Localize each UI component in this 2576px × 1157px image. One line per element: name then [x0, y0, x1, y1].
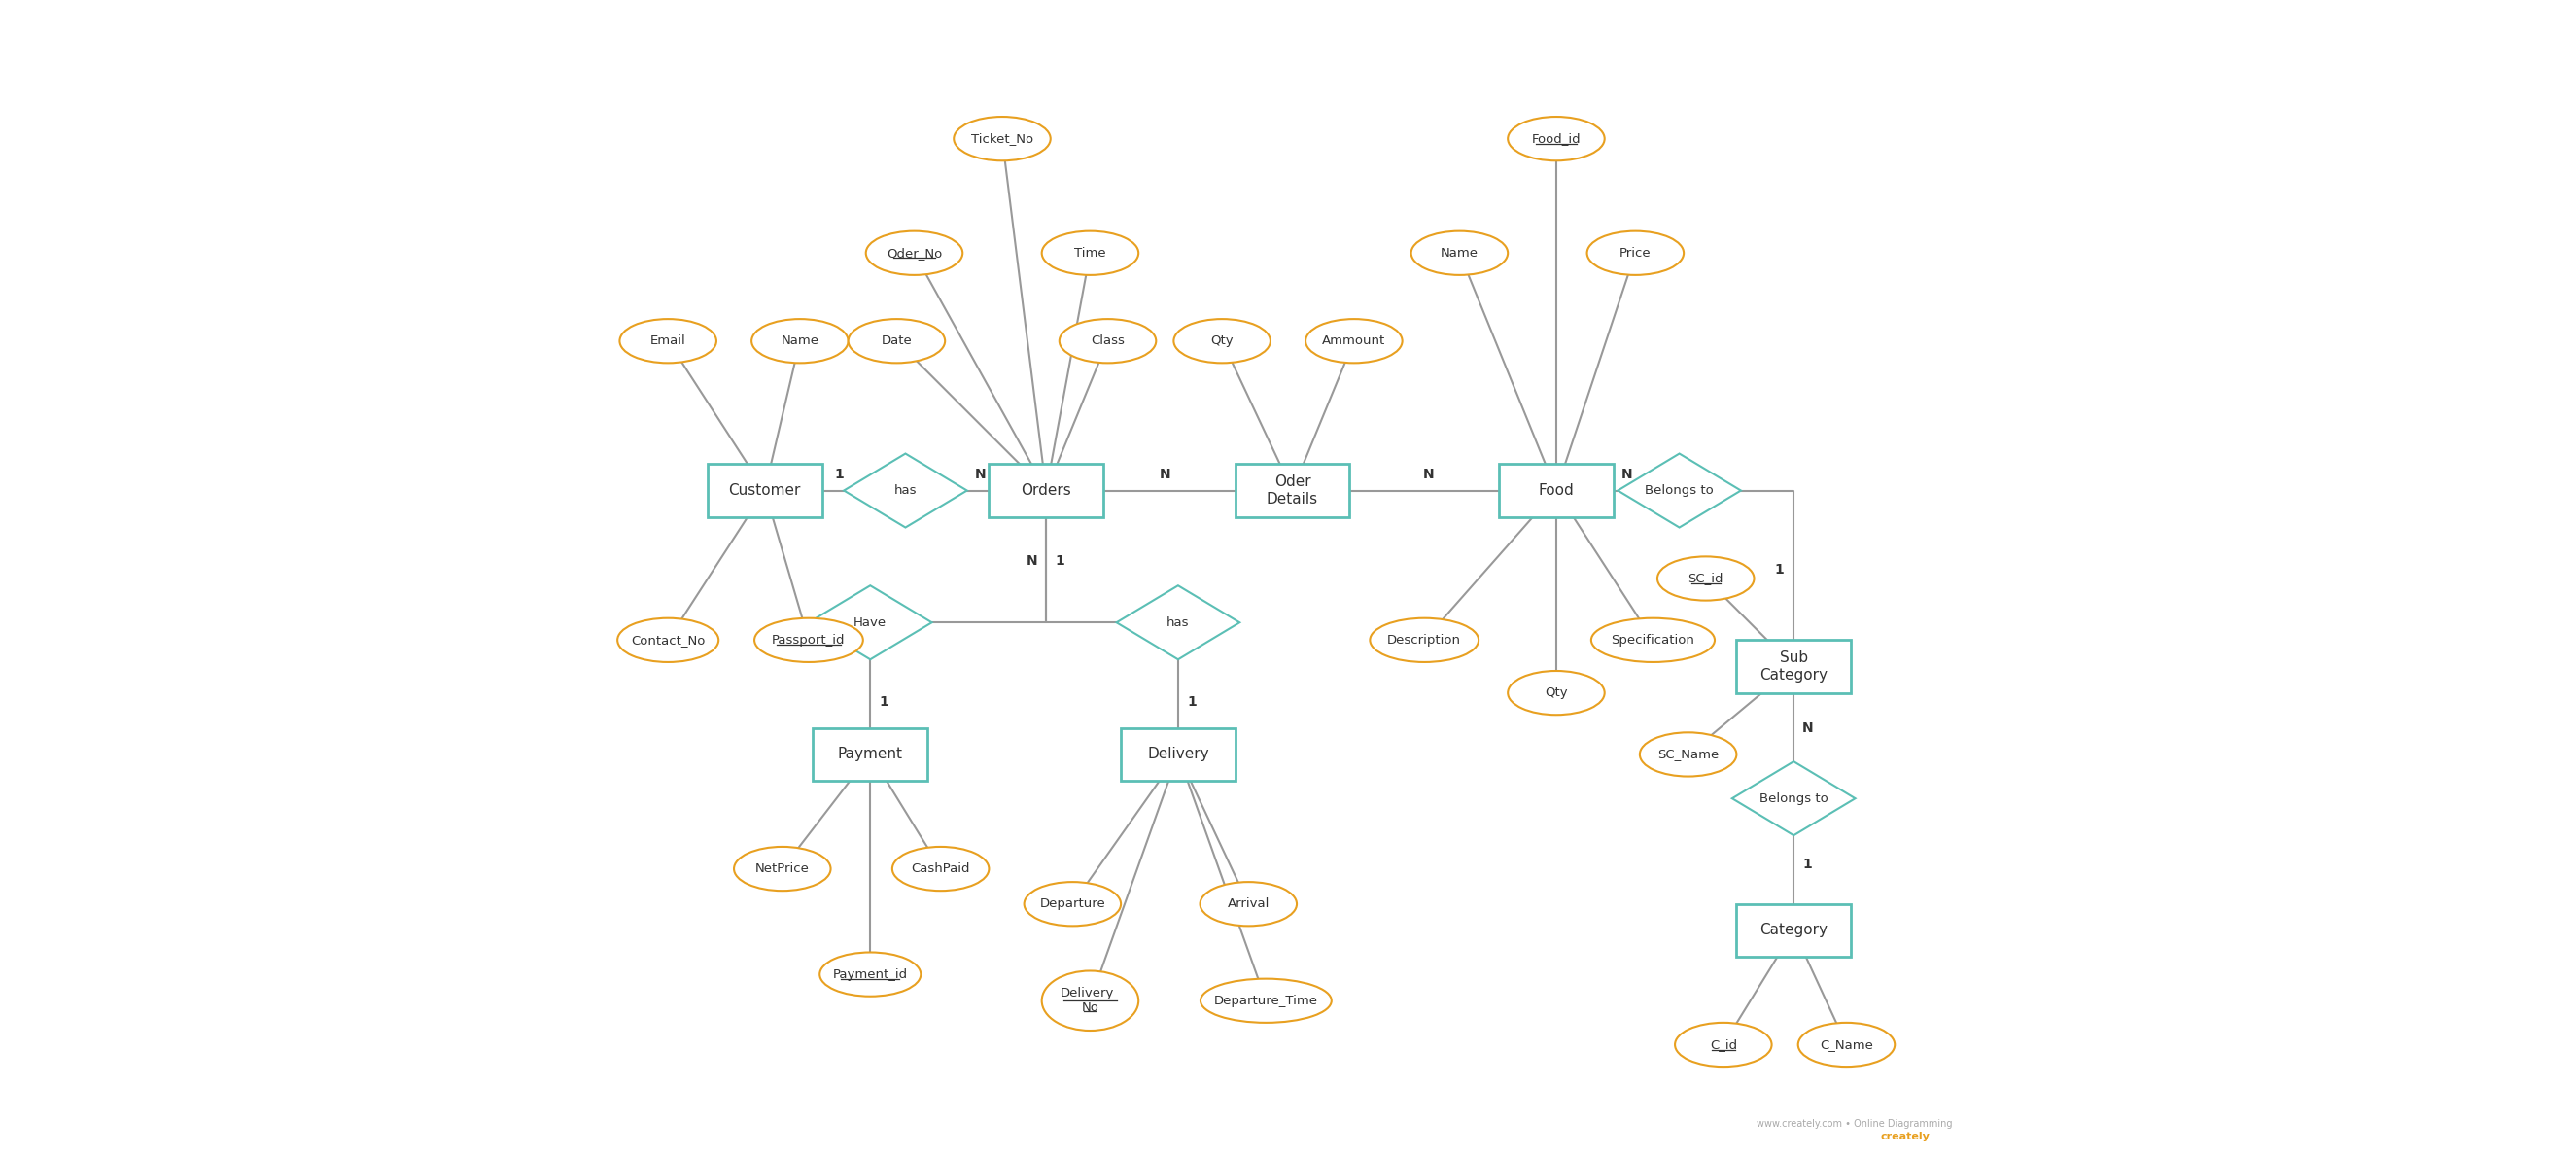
Text: Delivery_
No: Delivery_ No: [1059, 987, 1121, 1015]
Polygon shape: [1115, 585, 1239, 659]
Text: 1: 1: [1188, 695, 1198, 708]
Text: Arrival: Arrival: [1226, 898, 1270, 911]
Ellipse shape: [1200, 979, 1332, 1023]
Text: Oder
Details: Oder Details: [1267, 474, 1319, 507]
Text: Ammount: Ammount: [1321, 334, 1386, 347]
Text: Food_id: Food_id: [1533, 132, 1582, 145]
Text: Date: Date: [881, 334, 912, 347]
FancyBboxPatch shape: [1499, 464, 1613, 517]
Ellipse shape: [1200, 882, 1296, 926]
Text: Specification: Specification: [1610, 634, 1695, 647]
Text: CashPaid: CashPaid: [912, 862, 971, 875]
Text: Customer: Customer: [729, 484, 801, 498]
Text: Ticket_No: Ticket_No: [971, 132, 1033, 145]
Ellipse shape: [819, 952, 920, 996]
Ellipse shape: [1656, 557, 1754, 600]
Text: Delivery: Delivery: [1146, 747, 1208, 761]
Text: NetPrice: NetPrice: [755, 862, 809, 875]
Text: 1: 1: [1056, 554, 1064, 568]
Text: N: N: [974, 467, 987, 481]
Ellipse shape: [1041, 231, 1139, 275]
Ellipse shape: [1507, 117, 1605, 161]
Text: Belongs to: Belongs to: [1759, 793, 1829, 805]
Ellipse shape: [1798, 1023, 1896, 1067]
Text: Contact_No: Contact_No: [631, 634, 706, 647]
FancyBboxPatch shape: [989, 464, 1103, 517]
Text: creately: creately: [1880, 1133, 1929, 1142]
Ellipse shape: [1412, 231, 1507, 275]
Text: Email: Email: [649, 334, 685, 347]
Ellipse shape: [1041, 971, 1139, 1031]
Text: Name: Name: [781, 334, 819, 347]
Text: N: N: [1025, 554, 1038, 568]
Ellipse shape: [755, 618, 863, 662]
Text: has: has: [1167, 617, 1190, 628]
Text: N: N: [1620, 467, 1633, 481]
Polygon shape: [845, 454, 966, 528]
Text: Orders: Orders: [1020, 484, 1072, 498]
Polygon shape: [1618, 454, 1741, 528]
Text: Sub
Category: Sub Category: [1759, 650, 1829, 683]
Text: 1: 1: [1775, 563, 1785, 576]
Text: SC_Name: SC_Name: [1656, 749, 1718, 761]
FancyBboxPatch shape: [1736, 640, 1850, 693]
Text: Departure_Time: Departure_Time: [1213, 994, 1319, 1007]
Ellipse shape: [1641, 732, 1736, 776]
Text: C_id: C_id: [1710, 1038, 1736, 1051]
Ellipse shape: [953, 117, 1051, 161]
Text: Departure: Departure: [1041, 898, 1105, 911]
Text: Passport_id: Passport_id: [773, 634, 845, 647]
Text: Payment_id: Payment_id: [832, 968, 907, 981]
Ellipse shape: [621, 319, 716, 363]
FancyBboxPatch shape: [1236, 464, 1350, 517]
Ellipse shape: [891, 847, 989, 891]
Text: Qty: Qty: [1546, 686, 1569, 699]
Ellipse shape: [1507, 671, 1605, 715]
Ellipse shape: [1592, 618, 1716, 662]
FancyBboxPatch shape: [814, 728, 927, 781]
Text: Belongs to: Belongs to: [1646, 485, 1713, 496]
FancyBboxPatch shape: [1736, 904, 1850, 957]
Ellipse shape: [1674, 1023, 1772, 1067]
Text: Oder_No: Oder_No: [886, 246, 943, 259]
Text: Time: Time: [1074, 246, 1105, 259]
Text: Price: Price: [1620, 246, 1651, 259]
Ellipse shape: [618, 618, 719, 662]
Text: C_Name: C_Name: [1819, 1038, 1873, 1051]
Ellipse shape: [848, 319, 945, 363]
Text: Have: Have: [853, 617, 886, 628]
FancyBboxPatch shape: [1121, 728, 1236, 781]
Ellipse shape: [1306, 319, 1401, 363]
Ellipse shape: [752, 319, 848, 363]
Ellipse shape: [1175, 319, 1270, 363]
Text: Qty: Qty: [1211, 334, 1234, 347]
Text: Food: Food: [1538, 484, 1574, 498]
Text: 1: 1: [835, 467, 845, 481]
Text: Description: Description: [1388, 634, 1461, 647]
Text: N: N: [1159, 467, 1170, 481]
Ellipse shape: [866, 231, 963, 275]
Polygon shape: [809, 585, 933, 659]
Text: Payment: Payment: [837, 747, 902, 761]
Text: N: N: [1803, 721, 1814, 735]
Ellipse shape: [1025, 882, 1121, 926]
Text: SC_id: SC_id: [1687, 573, 1723, 584]
Text: 1: 1: [878, 695, 889, 708]
Text: Class: Class: [1090, 334, 1126, 347]
Ellipse shape: [1587, 231, 1685, 275]
Text: 1: 1: [1803, 857, 1814, 871]
Text: Category: Category: [1759, 923, 1829, 937]
Text: www.creately.com • Online Diagramming: www.creately.com • Online Diagramming: [1757, 1119, 1953, 1129]
Ellipse shape: [1059, 319, 1157, 363]
Ellipse shape: [1370, 618, 1479, 662]
Text: has: has: [894, 485, 917, 496]
Text: N: N: [1422, 467, 1435, 481]
Polygon shape: [1731, 761, 1855, 835]
Text: Name: Name: [1440, 246, 1479, 259]
FancyBboxPatch shape: [708, 464, 822, 517]
Ellipse shape: [734, 847, 829, 891]
